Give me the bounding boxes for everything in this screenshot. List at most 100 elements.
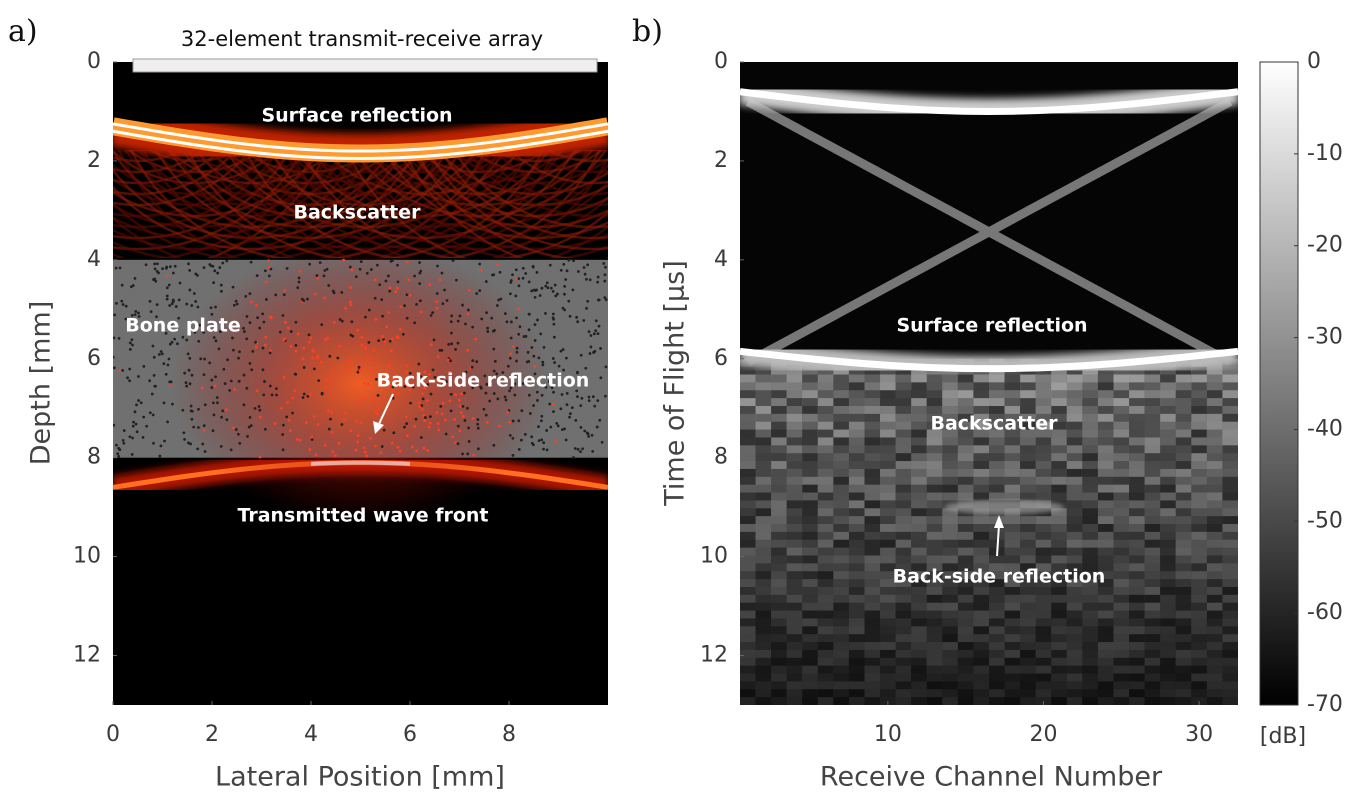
speckle bbox=[340, 423, 343, 426]
speckle bbox=[246, 435, 249, 438]
speckle bbox=[512, 454, 515, 457]
speckle bbox=[604, 395, 607, 398]
speckle bbox=[374, 297, 377, 300]
speckle bbox=[565, 357, 568, 360]
y-tick-label: 6 bbox=[714, 346, 728, 371]
speckle bbox=[493, 392, 496, 395]
speckle bbox=[577, 448, 580, 451]
speckle bbox=[323, 274, 326, 277]
speckle bbox=[397, 280, 400, 283]
speckle bbox=[418, 401, 421, 404]
speckle bbox=[230, 449, 233, 452]
speckle bbox=[121, 369, 124, 372]
speckle bbox=[391, 338, 394, 341]
speckle bbox=[119, 369, 122, 372]
speckle bbox=[411, 446, 414, 449]
speckle bbox=[441, 412, 444, 415]
speckle bbox=[324, 338, 327, 341]
speckle bbox=[420, 436, 423, 439]
speckle bbox=[461, 304, 464, 307]
texture-cell bbox=[911, 697, 927, 713]
speckle bbox=[226, 418, 229, 421]
speckle bbox=[118, 337, 121, 340]
texture-cell bbox=[927, 697, 943, 713]
speckle bbox=[157, 271, 160, 274]
speckle bbox=[360, 421, 363, 424]
y-tick-label: 10 bbox=[700, 544, 728, 569]
speckle bbox=[511, 273, 514, 276]
speckle bbox=[515, 360, 518, 363]
speckle bbox=[166, 298, 169, 301]
speckle bbox=[592, 395, 595, 398]
speckle bbox=[113, 313, 116, 316]
speckle bbox=[232, 426, 235, 429]
speckle bbox=[264, 336, 267, 339]
speckle bbox=[231, 337, 234, 340]
speckle bbox=[118, 448, 121, 451]
speckle bbox=[582, 319, 585, 322]
speckle bbox=[496, 304, 499, 307]
speckle bbox=[215, 339, 218, 342]
speckle bbox=[559, 407, 562, 410]
speckle bbox=[450, 393, 453, 396]
speckle bbox=[281, 433, 284, 436]
speckle bbox=[332, 290, 335, 293]
speckle bbox=[388, 290, 391, 293]
speckle bbox=[289, 429, 292, 432]
speckle bbox=[117, 455, 120, 458]
speckle bbox=[540, 419, 543, 422]
speckle bbox=[586, 263, 589, 266]
speckle bbox=[349, 429, 352, 432]
speckle bbox=[135, 404, 138, 407]
speckle bbox=[351, 335, 354, 338]
y-tick-label: 10 bbox=[73, 544, 101, 569]
speckle bbox=[541, 394, 544, 397]
speckle bbox=[554, 295, 557, 298]
speckle bbox=[137, 399, 140, 402]
speckle bbox=[282, 314, 285, 317]
speckle bbox=[237, 357, 240, 360]
speckle bbox=[504, 396, 507, 399]
texture-cell bbox=[1160, 697, 1176, 713]
speckle bbox=[161, 267, 164, 270]
speckle bbox=[291, 412, 294, 415]
speckle bbox=[282, 338, 285, 341]
speckle bbox=[552, 357, 555, 360]
speckle bbox=[464, 419, 467, 422]
colorbar-tick-label: -50 bbox=[1307, 508, 1343, 533]
speckle bbox=[530, 435, 533, 438]
texture-cell bbox=[1098, 697, 1114, 713]
speckle bbox=[546, 286, 549, 289]
speckle bbox=[187, 353, 190, 356]
speckle bbox=[528, 313, 531, 316]
speckle bbox=[581, 447, 584, 450]
speckle bbox=[250, 368, 253, 371]
speckle bbox=[360, 336, 363, 339]
speckle bbox=[119, 266, 122, 269]
speckle bbox=[540, 415, 543, 418]
speckle bbox=[520, 439, 523, 442]
speckle bbox=[568, 416, 571, 419]
speckle bbox=[515, 316, 518, 319]
speckle bbox=[303, 393, 306, 396]
speckle bbox=[387, 311, 390, 314]
texture-cell bbox=[1051, 697, 1067, 713]
speckle bbox=[196, 306, 199, 309]
speckle bbox=[439, 405, 442, 408]
speckle bbox=[374, 318, 377, 321]
speckle bbox=[316, 277, 319, 280]
speckle bbox=[552, 403, 555, 406]
speckle bbox=[509, 281, 512, 284]
speckle bbox=[450, 342, 453, 345]
y-tick-label: 2 bbox=[87, 148, 101, 173]
speckle bbox=[169, 265, 172, 268]
speckle bbox=[112, 356, 115, 359]
y-tick-label: 12 bbox=[73, 643, 101, 668]
speckle bbox=[158, 455, 161, 458]
speckle bbox=[491, 274, 494, 277]
speckle bbox=[367, 383, 370, 386]
speckle bbox=[302, 347, 305, 350]
speckle bbox=[360, 344, 363, 347]
speckle bbox=[468, 440, 471, 443]
speckle bbox=[346, 368, 349, 371]
